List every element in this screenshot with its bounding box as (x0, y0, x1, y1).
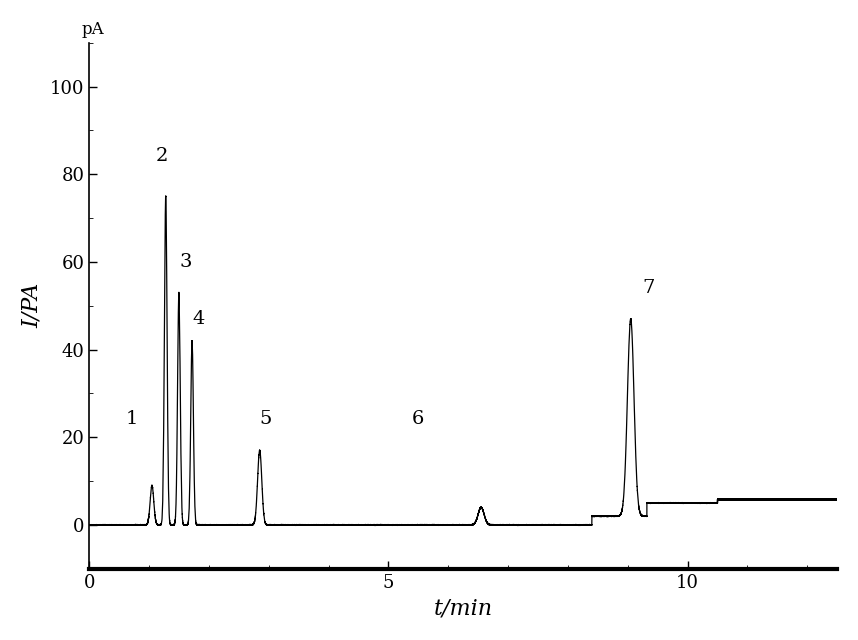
Text: 6: 6 (412, 410, 425, 429)
Text: 1: 1 (126, 410, 138, 429)
Text: 4: 4 (192, 310, 205, 328)
Text: 2: 2 (156, 147, 168, 166)
Text: pA: pA (82, 20, 105, 38)
Y-axis label: I/PA: I/PA (21, 283, 43, 328)
Text: 5: 5 (259, 410, 272, 429)
Text: 7: 7 (643, 279, 655, 297)
X-axis label: t/min: t/min (433, 597, 492, 619)
Text: 3: 3 (180, 253, 192, 271)
